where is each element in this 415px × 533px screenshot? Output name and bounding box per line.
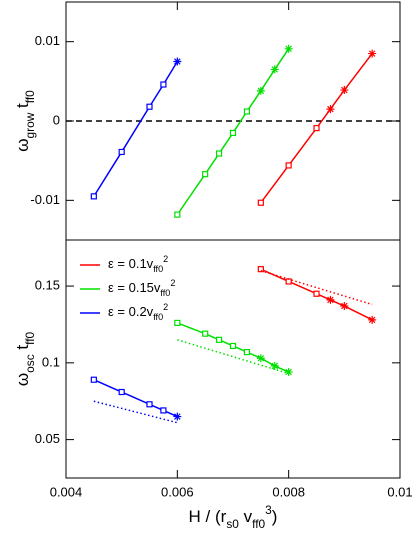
y-tick-label: 0 <box>53 112 60 127</box>
text-part: t <box>13 103 32 113</box>
marker-square <box>202 171 209 178</box>
marker-square <box>243 348 251 356</box>
text-part: ff0 <box>252 517 265 531</box>
marker-square <box>257 199 264 206</box>
text-part: 2 <box>163 302 168 312</box>
marker-star <box>270 361 279 370</box>
text-part: s0 <box>226 517 239 531</box>
marker-star <box>326 105 335 114</box>
marker-star <box>326 295 335 304</box>
marker-square <box>285 162 292 169</box>
marker-square <box>257 266 264 273</box>
marker-star <box>284 368 293 377</box>
x-axis-label: H / (rs0 vff03) <box>189 503 278 531</box>
text-part: ff0 <box>153 312 163 322</box>
text-part: ff0 <box>23 331 37 344</box>
marker-square <box>313 125 320 132</box>
marker-square <box>118 148 125 156</box>
marker-star <box>340 302 349 311</box>
marker-star <box>284 44 293 53</box>
marker-star <box>368 315 377 324</box>
marker-star <box>368 49 377 58</box>
y-axis-label: ωgrow tff0 <box>13 90 37 152</box>
marker-square <box>118 388 125 396</box>
y-tick-label: 0.05 <box>35 431 60 446</box>
y-axis-label: ωosc tff0 <box>13 331 37 386</box>
marker-star <box>173 57 182 66</box>
legend-label: ε = 0.2vff02 <box>108 302 168 322</box>
text-part: ε = 0.15v <box>108 280 161 295</box>
series-line <box>260 53 373 204</box>
text-part: ) <box>272 507 278 526</box>
marker-square <box>174 211 181 218</box>
marker-square <box>90 376 97 383</box>
marker-square <box>229 129 237 136</box>
marker-star <box>256 86 265 95</box>
y-tick-label: 0.15 <box>35 278 60 293</box>
text-part: ω <box>13 373 32 386</box>
marker-square <box>90 193 97 200</box>
plot-frame <box>65 239 401 479</box>
marker-square <box>160 407 167 414</box>
x-tick-label: 0.01 <box>387 484 412 499</box>
series-line <box>176 48 290 216</box>
text-part: ε = 0.1v <box>108 256 154 271</box>
marker-square <box>313 290 320 297</box>
text-part: ω <box>13 138 32 151</box>
x-tick-label: 0.004 <box>50 484 83 499</box>
text-part: v <box>239 507 253 526</box>
series-line <box>260 268 373 321</box>
text-part: ε = 0.2v <box>108 304 154 319</box>
y-tick-label: -0.01 <box>30 192 60 207</box>
marker-star <box>173 412 182 421</box>
x-tick-label: 0.006 <box>161 484 194 499</box>
marker-star <box>270 65 279 74</box>
text-part: ff0 <box>160 288 170 298</box>
marker-square <box>243 108 251 115</box>
marker-square <box>160 81 167 88</box>
text-part: 2 <box>170 278 175 288</box>
marker-square <box>174 319 181 327</box>
x-tick-label: 0.008 <box>272 484 305 499</box>
series-line <box>260 269 373 306</box>
legend-label: ε = 0.1vff02 <box>108 254 168 274</box>
marker-square <box>215 150 223 157</box>
text-part: t <box>13 345 32 355</box>
legend-label: ε = 0.15vff02 <box>108 278 175 298</box>
text-part: 2 <box>163 254 168 264</box>
marker-square <box>146 401 153 408</box>
marker-square <box>146 103 153 110</box>
series-line <box>177 339 289 375</box>
marker-square <box>215 336 223 343</box>
text-part: grow <box>23 112 37 138</box>
marker-square <box>229 342 237 350</box>
marker-star <box>340 86 349 95</box>
text-part: osc <box>23 354 37 373</box>
text-part: ff0 <box>23 90 37 103</box>
text-part: 3 <box>265 503 272 517</box>
y-tick-label: 0.01 <box>35 33 60 48</box>
text-part: H / (r <box>189 507 227 526</box>
text-part: ff0 <box>153 264 163 274</box>
marker-star <box>256 354 265 363</box>
marker-square <box>202 330 209 337</box>
y-tick-label: 0.1 <box>42 354 60 369</box>
